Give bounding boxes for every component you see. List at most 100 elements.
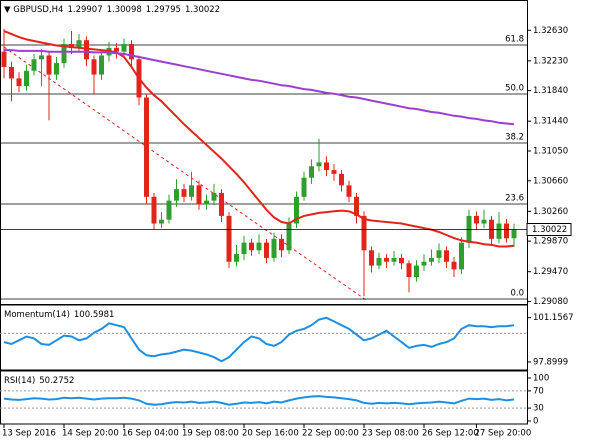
candle-body — [399, 257, 404, 264]
candle-body — [24, 70, 29, 87]
y-tick-label: 1.31440 — [533, 117, 568, 127]
candle-body — [279, 238, 284, 251]
candle-body — [286, 223, 292, 251]
candle-body — [256, 242, 262, 251]
candle-body — [54, 63, 59, 75]
indicator-title: RSI(14) 50.2752 — [4, 376, 74, 386]
candle-body — [211, 192, 217, 201]
candle-body — [339, 173, 344, 186]
y-tick-label: 1.32230 — [533, 56, 568, 66]
candle-body — [346, 185, 352, 197]
candle-body — [91, 59, 97, 75]
candle-body — [301, 177, 307, 197]
symbol: GBPUSD,H4 — [13, 5, 63, 15]
candle-body — [159, 219, 164, 224]
candle-body — [196, 185, 202, 205]
candle-body — [181, 189, 187, 197]
indicator-frame — [0, 304, 528, 371]
candle-body — [481, 219, 487, 224]
indicator-name: Momentum(14) — [4, 310, 70, 320]
moving-average — [4, 49, 515, 126]
x-tick-label: 27 Sep 20:00 — [475, 429, 532, 439]
candle-body — [69, 44, 74, 48]
candle-body — [444, 250, 449, 262]
fib-label: 38.2 — [505, 133, 524, 143]
candle-body — [264, 242, 269, 258]
candle-body — [451, 261, 457, 270]
indicator-line — [3, 395, 515, 406]
y-tick-label: 97.8999 — [533, 357, 568, 367]
candle-body — [46, 55, 52, 75]
fib-label: 23.6 — [505, 193, 524, 203]
y-tick-label: 100 — [533, 374, 549, 384]
candle-body — [316, 162, 322, 167]
y-tick-label: 1.29870 — [533, 237, 568, 247]
x-tick-label: 19 Sep 08:00 — [182, 429, 239, 439]
y-tick-label: 70 — [533, 386, 544, 396]
candle-body — [331, 170, 337, 174]
x-tick-label: 14 Sep 20:00 — [62, 429, 119, 439]
indicator-value: 100.5981 — [74, 310, 115, 320]
candle-body — [144, 97, 149, 197]
candle-body — [114, 47, 119, 52]
candle-body — [16, 78, 22, 87]
candle-body — [369, 250, 374, 266]
candle-body — [121, 44, 127, 52]
y-tick-label: 101.1567 — [533, 313, 574, 323]
candle-body — [204, 200, 209, 205]
y-tick-label: 1.29080 — [533, 297, 568, 307]
x-tick-label: 22 Sep 00:00 — [302, 429, 359, 439]
chart-header: ▼ GBPUSD,H4 1.29907 1.30098 1.29795 1.30022 — [4, 5, 220, 15]
candle-body — [324, 162, 329, 171]
candle-body — [39, 55, 44, 60]
candle-body — [459, 242, 464, 270]
candle-body — [391, 257, 397, 262]
candle-body — [234, 254, 239, 262]
candle-body — [84, 40, 89, 60]
x-tick-label: 26 Sep 12:00 — [422, 429, 479, 439]
trend-line — [3, 46, 367, 301]
indicator-frame — [0, 370, 528, 425]
candle-body — [496, 223, 502, 239]
x-tick-label: 20 Sep 16:00 — [242, 429, 299, 439]
candle-body — [406, 263, 412, 278]
candle-body — [294, 196, 299, 224]
y-tick-label: 1.29470 — [533, 267, 568, 277]
candle-body — [31, 59, 37, 71]
y-tick-label: 1.31840 — [533, 86, 568, 96]
y-tick-label: 30 — [533, 404, 544, 414]
candle-body — [61, 44, 67, 64]
fib-label: 61.8 — [505, 35, 524, 45]
x-tick-label: 16 Sep 04:00 — [122, 429, 179, 439]
candle-body — [376, 257, 382, 266]
indicator-value: 50.2752 — [39, 376, 74, 386]
price-box — [526, 223, 572, 237]
candle-body — [421, 261, 427, 266]
indicator-name: RSI(14) — [4, 376, 35, 386]
x-tick-label: 13 Sep 2016 — [2, 429, 56, 439]
indicator-title: Momentum(14) 100.5981 — [4, 310, 114, 320]
candle-body — [429, 257, 434, 262]
candle-body — [129, 44, 134, 60]
candle-body — [474, 215, 479, 224]
candle-body — [9, 66, 14, 79]
candle-body — [511, 229, 517, 239]
x-tick-label: 23 Sep 08:00 — [362, 429, 419, 439]
low-value: 1.29795 — [146, 5, 181, 15]
fib-label: 50.0 — [505, 83, 524, 93]
candle-body — [354, 196, 359, 216]
candle-body — [309, 166, 314, 178]
candle-body — [99, 55, 104, 75]
candle-body — [1, 51, 7, 67]
y-tick-label: 1.31050 — [533, 146, 568, 156]
header-icon: ▼ — [4, 5, 13, 15]
y-tick-label: 1.30660 — [533, 176, 568, 186]
high-value: 1.30098 — [107, 5, 142, 15]
indicator-line — [3, 316, 515, 363]
candle-body — [174, 189, 179, 201]
close-value: 1.30022 — [185, 5, 220, 15]
candle-body — [226, 215, 232, 262]
open-value: 1.29907 — [67, 5, 102, 15]
